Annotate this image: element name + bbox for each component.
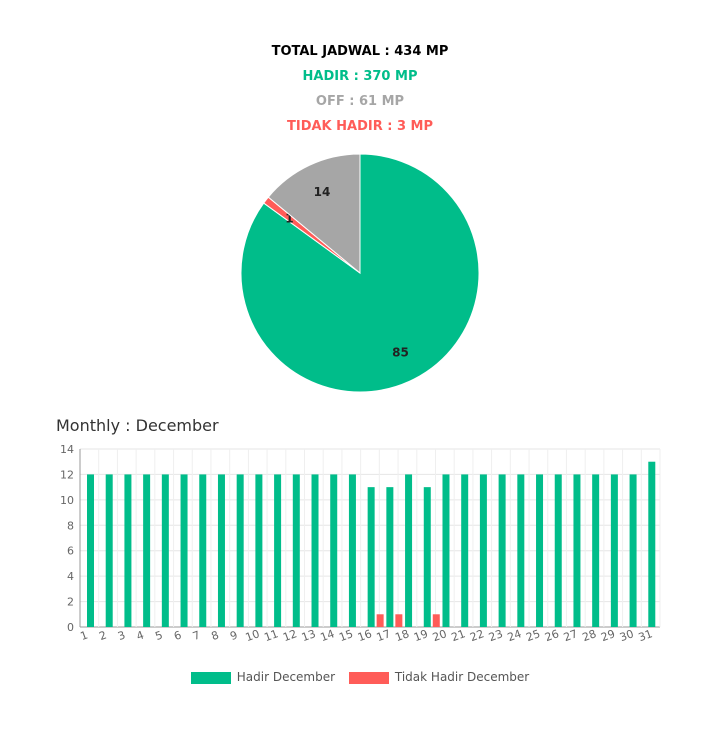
x-tick-label: 14: [319, 627, 337, 644]
bar-hadir-29[interactable]: [610, 474, 618, 627]
bar-hadir-27[interactable]: [573, 474, 581, 627]
x-tick-label: 31: [637, 627, 655, 644]
summary-off: OFF : 61 MP: [315, 94, 405, 109]
pie-chart: 85 1 14: [240, 153, 480, 393]
x-tick-label: 17: [375, 627, 393, 644]
x-tick-label: 2: [97, 628, 108, 643]
bar-hadir-28[interactable]: [592, 474, 600, 627]
pie-slice-off[interactable]: [267, 153, 361, 275]
bar-hadir-22[interactable]: [479, 474, 487, 627]
bar-hadir-7[interactable]: [199, 474, 207, 627]
bar-hadir-20[interactable]: [442, 474, 450, 627]
pie-label-off: 14: [314, 185, 331, 199]
x-tick-label: 1: [79, 628, 90, 643]
legend-label-hadir: Hadir December: [236, 670, 336, 684]
x-tick-label: 24: [506, 627, 524, 644]
bar-hadir-5[interactable]: [161, 474, 169, 627]
monthly-title: Monthly : December: [56, 416, 219, 435]
bar-hadir-26[interactable]: [554, 474, 562, 627]
y-tick-label: 14: [60, 443, 74, 456]
x-tick-label: 20: [431, 627, 449, 644]
bar-tidak-hadir-17[interactable]: [395, 614, 403, 627]
y-tick-label: 6: [67, 545, 74, 558]
bar-hadir-17[interactable]: [386, 487, 394, 627]
y-tick-label: 0: [67, 621, 74, 634]
legend-label-tidak-hadir: Tidak Hadir December: [394, 670, 530, 684]
x-tick-label: 3: [116, 628, 127, 643]
x-tick-label: 12: [281, 627, 299, 644]
bar-hadir-14[interactable]: [330, 474, 338, 627]
y-tick-label: 4: [67, 570, 74, 583]
bar-tidak-hadir-19[interactable]: [432, 614, 440, 627]
x-tick-label: 23: [487, 627, 505, 644]
x-tick-label: 13: [300, 627, 318, 644]
legend-item-tidak-hadir[interactable]: Tidak Hadir December: [348, 670, 530, 684]
x-tick-label: 28: [581, 627, 599, 644]
bar-hadir-19[interactable]: [423, 487, 431, 627]
x-tick-label: 16: [356, 627, 374, 644]
x-tick-label: 18: [393, 627, 411, 644]
bar-hadir-10[interactable]: [255, 474, 263, 627]
bar-hadir-9[interactable]: [236, 474, 244, 627]
bar-hadir-1[interactable]: [87, 474, 94, 627]
summary-total: TOTAL JADWAL : 434 MP: [271, 44, 449, 59]
bar-legend: Hadir December Tidak Hadir December: [0, 670, 720, 684]
x-tick-label: 25: [524, 627, 542, 644]
pie-label-tidak-hadir: 1: [285, 211, 293, 225]
x-tick-label: 10: [244, 627, 262, 644]
x-tick-label: 29: [599, 627, 617, 644]
bar-hadir-6[interactable]: [180, 474, 188, 627]
x-tick-label: 27: [562, 627, 580, 644]
bar-tidak-hadir-16[interactable]: [376, 614, 384, 627]
x-tick-label: 5: [153, 628, 164, 643]
bar-hadir-21[interactable]: [461, 474, 469, 627]
bar-hadir-16[interactable]: [367, 487, 375, 627]
bar-hadir-11[interactable]: [274, 474, 282, 627]
bar-hadir-23[interactable]: [498, 474, 506, 627]
bar-hadir-18[interactable]: [405, 474, 413, 627]
x-tick-label: 26: [543, 627, 561, 644]
bar-hadir-12[interactable]: [292, 474, 300, 627]
legend-swatch-tidak-hadir: [348, 671, 389, 684]
bar-hadir-3[interactable]: [124, 474, 132, 627]
x-tick-label: 15: [337, 627, 355, 644]
x-tick-label: 19: [412, 627, 430, 644]
legend-swatch-hadir: [190, 671, 231, 684]
x-tick-label: 22: [468, 627, 486, 644]
bar-hadir-4[interactable]: [143, 474, 151, 627]
x-tick-label: 4: [135, 628, 146, 643]
x-tick-label: 8: [210, 628, 221, 643]
x-tick-label: 21: [450, 627, 468, 644]
x-tick-label: 9: [228, 628, 239, 643]
y-tick-label: 2: [67, 596, 74, 609]
x-tick-label: 30: [618, 627, 636, 644]
y-tick-label: 12: [60, 468, 74, 481]
bar-hadir-24[interactable]: [517, 474, 525, 627]
bar-hadir-15[interactable]: [348, 474, 356, 627]
bar-hadir-8[interactable]: [217, 474, 225, 627]
legend-item-hadir[interactable]: Hadir December: [190, 670, 336, 684]
pie-label-hadir: 85: [392, 346, 409, 360]
summary-hadir: HADIR : 370 MP: [302, 69, 418, 84]
y-tick-label: 8: [67, 519, 74, 532]
x-tick-label: 6: [172, 628, 183, 643]
summary-tidak-hadir: TIDAK HADIR : 3 MP: [286, 119, 434, 134]
bar-hadir-2[interactable]: [105, 474, 113, 627]
bar-hadir-30[interactable]: [629, 474, 637, 627]
bar-hadir-31[interactable]: [648, 461, 656, 627]
x-tick-label: 11: [262, 627, 280, 644]
bar-hadir-13[interactable]: [311, 474, 319, 627]
bar-hadir-25[interactable]: [536, 474, 544, 627]
x-tick-label: 7: [191, 628, 202, 643]
y-tick-label: 10: [60, 494, 74, 507]
